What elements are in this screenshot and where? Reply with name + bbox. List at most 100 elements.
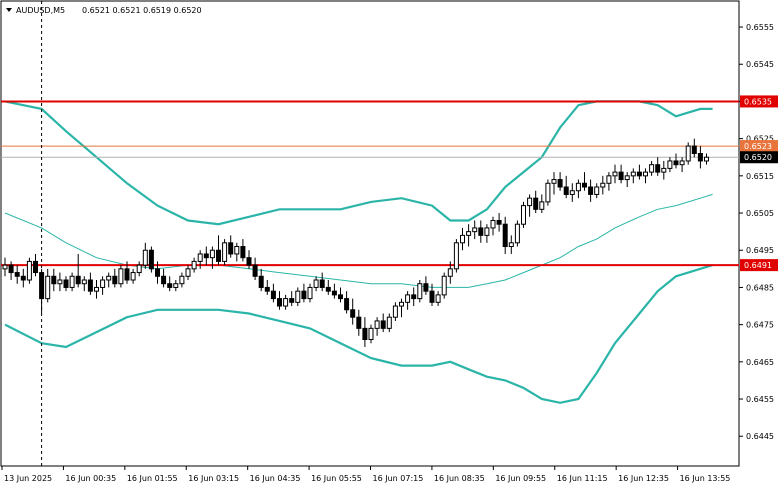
candle-body-bull xyxy=(490,219,496,229)
candle-body-bear xyxy=(588,186,594,195)
candle xyxy=(179,272,185,288)
candle xyxy=(649,160,655,176)
candle xyxy=(405,291,411,310)
candle-body-bull xyxy=(606,175,612,184)
candle-body-bear xyxy=(380,320,386,329)
candle-body-bear xyxy=(258,275,264,288)
candle-body-bull xyxy=(57,279,63,285)
candle xyxy=(435,291,441,307)
x-tick-label: 16 Jun 12:35 xyxy=(618,474,669,483)
candle xyxy=(423,276,429,295)
candle xyxy=(472,220,478,240)
candle xyxy=(161,268,167,288)
candle xyxy=(191,257,197,273)
candle xyxy=(606,172,612,191)
candle xyxy=(697,146,703,169)
candle xyxy=(484,224,490,243)
y-tick-label: 0.6495 xyxy=(746,246,774,255)
time-axis[interactable]: 13 Jun 2025 16 Jun 00:35 16 Jun 01:55 16 Ju… xyxy=(1,466,730,483)
candle xyxy=(2,257,8,277)
chart-symbol[interactable]: AUDUSD,M5 xyxy=(16,6,65,15)
candle-body-bear xyxy=(87,279,93,292)
x-tick-label: 13 Jun 2025 xyxy=(4,474,52,483)
candle-body-bull xyxy=(527,197,533,207)
candle xyxy=(667,157,673,173)
candle xyxy=(441,272,447,299)
candle-body-bull xyxy=(575,182,581,192)
price-badge-bg xyxy=(740,140,778,153)
candle-body-bear xyxy=(563,186,569,195)
candle-body-bear xyxy=(618,171,624,181)
candle-body-bear xyxy=(51,275,57,285)
x-tick-label: 16 Jun 01:55 xyxy=(127,474,178,483)
candle-body-bear xyxy=(39,272,45,300)
candle-body-bull xyxy=(136,264,142,274)
candle xyxy=(502,216,508,254)
candle xyxy=(594,183,600,199)
candle-body-bull xyxy=(545,182,551,203)
candle-body-bull xyxy=(295,290,301,303)
candle xyxy=(392,302,398,321)
candle-body-bull xyxy=(106,275,112,281)
candle-body-bull xyxy=(453,242,459,270)
candle xyxy=(539,194,545,214)
candle-body-bull xyxy=(197,253,203,262)
symbol-dropdown-icon[interactable] xyxy=(6,8,12,12)
candlestick-series xyxy=(2,138,709,347)
candle xyxy=(51,268,57,292)
candle-body-bull xyxy=(399,301,404,307)
y-tick-label: 0.6555 xyxy=(746,23,774,32)
candle-body-bear xyxy=(319,279,325,288)
candle xyxy=(209,246,215,269)
candle-body-bear xyxy=(496,219,502,225)
price-badge-label: 0.6491 xyxy=(744,261,772,270)
candle-body-bull xyxy=(466,231,472,236)
candle-body-bull xyxy=(45,275,51,300)
candle xyxy=(216,235,221,266)
candle xyxy=(478,220,484,243)
candle xyxy=(655,157,661,176)
candle xyxy=(100,276,106,295)
candle-body-bear xyxy=(655,164,661,173)
candle-body-bear xyxy=(270,290,276,300)
candle-body-bull xyxy=(521,205,526,225)
candle-body-bull xyxy=(679,160,685,166)
price-axis[interactable]: 0.6555 0.6545 0.6535 0.6525 0.6515 0.6505 0.64… xyxy=(739,23,774,441)
candle-body-bull xyxy=(484,227,490,236)
candle xyxy=(630,168,636,184)
candle-body-bear xyxy=(582,182,587,188)
candle xyxy=(307,283,313,303)
candle xyxy=(240,239,246,262)
candle xyxy=(118,265,124,288)
price-badge-label: 0.6520 xyxy=(744,153,772,162)
candle-body-bear xyxy=(203,253,209,259)
candle xyxy=(155,261,160,284)
candle-body-bear xyxy=(20,275,26,281)
x-tick-label: 16 Jun 11:15 xyxy=(557,474,608,483)
candle xyxy=(618,164,624,184)
candle-body-bull xyxy=(179,275,185,285)
candle xyxy=(270,283,276,303)
candle xyxy=(94,280,99,299)
candle xyxy=(691,138,697,158)
candle xyxy=(624,172,630,187)
x-tick-label: 16 Jun 07:15 xyxy=(373,474,424,483)
candle xyxy=(527,194,533,217)
price-badge-bg xyxy=(740,259,778,272)
candle xyxy=(45,268,51,303)
candle-body-bull xyxy=(594,186,600,195)
candle-body-bear xyxy=(63,279,69,288)
y-tick-label: 0.6515 xyxy=(746,172,774,181)
candle xyxy=(33,253,38,277)
candle-body-bull xyxy=(704,156,709,162)
candle-body-bull xyxy=(514,223,520,244)
candle-body-bear xyxy=(8,264,14,274)
candle xyxy=(490,216,496,236)
candle-body-bull xyxy=(283,298,289,307)
candle-body-bull xyxy=(185,268,191,277)
candle xyxy=(197,250,203,269)
price-badges: 0.6535 0.6523 0.6491 0.6520 xyxy=(740,95,778,272)
candle-body-bull xyxy=(661,167,667,173)
